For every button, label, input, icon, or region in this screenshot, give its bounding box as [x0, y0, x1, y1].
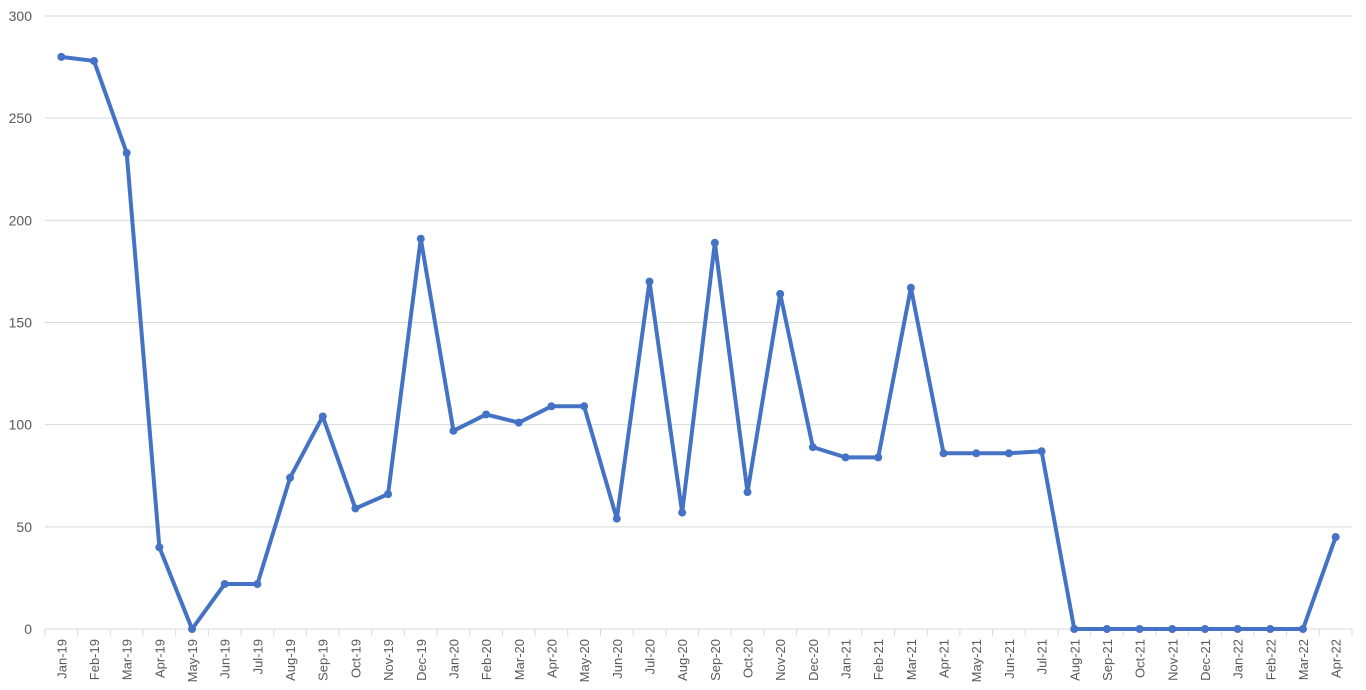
y-tick-label: 300 — [9, 8, 33, 24]
data-points-layer — [57, 52, 1340, 633]
x-tick-label: Apr-21 — [937, 639, 952, 678]
series-line-0 — [59, 54, 1338, 631]
data-point-Jun-19 — [220, 580, 229, 589]
x-tick-label: Jun-19 — [218, 639, 233, 679]
data-point-Mar-20 — [514, 418, 523, 427]
x-tick-label: Feb-21 — [871, 639, 886, 680]
data-point-Sep-20 — [710, 238, 719, 247]
data-point-Jan-22 — [1233, 625, 1242, 633]
x-tick-label: Sep-19 — [316, 639, 331, 681]
data-point-Apr-21 — [939, 449, 948, 458]
data-point-Jun-20 — [612, 514, 621, 523]
x-tick-label: Apr-22 — [1329, 639, 1344, 678]
x-tick-label: Mar-21 — [904, 639, 919, 680]
x-tick-label: Oct-19 — [348, 639, 363, 678]
x-tick-label: Dec-20 — [806, 639, 821, 681]
data-point-Oct-19 — [351, 504, 360, 513]
y-tick-label: 200 — [9, 212, 33, 228]
data-point-Jan-20 — [449, 426, 458, 435]
x-tick-label: Nov-19 — [381, 639, 396, 681]
data-point-Aug-19 — [286, 473, 295, 482]
y-tick-label: 50 — [16, 519, 32, 535]
x-tick-label: Sep-21 — [1100, 639, 1115, 681]
x-tick-label: Feb-20 — [479, 639, 494, 680]
y-tick-label: 250 — [9, 110, 33, 126]
x-tick-label: Jul-20 — [642, 639, 657, 674]
data-point-May-21 — [972, 449, 981, 458]
data-point-Sep-19 — [318, 412, 327, 421]
data-point-Nov-21 — [1168, 625, 1177, 633]
data-point-Apr-20 — [547, 402, 556, 411]
x-tick-label: Mar-20 — [512, 639, 527, 680]
x-tick-label: Dec-21 — [1198, 639, 1213, 681]
x-tick-label: May-20 — [577, 639, 592, 682]
data-point-Jan-21 — [841, 453, 850, 462]
x-tick-label: Jan-20 — [446, 639, 461, 679]
x-tick-label: Sep-20 — [708, 639, 723, 681]
y-axis-ticks: 0 50 100 150 200 250 300 — [9, 8, 33, 637]
data-point-Oct-20 — [743, 488, 752, 497]
y-tick-label: 100 — [9, 417, 33, 433]
x-tick-label: Aug-21 — [1067, 639, 1082, 681]
x-tick-label: Jul-21 — [1035, 639, 1050, 674]
x-tick-label: Feb-22 — [1263, 639, 1278, 680]
x-tick-label: Oct-21 — [1133, 639, 1148, 678]
data-point-Jan-19 — [57, 52, 66, 61]
x-tick-label: Apr-19 — [152, 639, 167, 678]
x-tick-label: Mar-19 — [120, 639, 135, 680]
x-tick-label: Mar-22 — [1296, 639, 1311, 680]
x-tick-label: Jan-21 — [839, 639, 854, 679]
data-point-Apr-22 — [1331, 533, 1340, 542]
data-point-Mar-21 — [906, 283, 915, 292]
data-point-Dec-20 — [808, 443, 817, 452]
x-tick-label: Dec-19 — [414, 639, 429, 681]
data-point-Sep-21 — [1102, 625, 1111, 633]
x-tick-label: Nov-21 — [1165, 639, 1180, 681]
data-point-Feb-19 — [90, 56, 99, 65]
data-point-Nov-20 — [776, 289, 785, 298]
data-point-Jul-19 — [253, 580, 262, 589]
data-point-Aug-21 — [1070, 625, 1079, 633]
data-point-Dec-19 — [416, 234, 425, 243]
x-axis-ticks: Jan-19 Feb-19 Mar-19 Apr-19 May-19 Jun-19 Jul-… — [54, 639, 1343, 682]
x-tick-label: Oct-20 — [741, 639, 756, 678]
data-point-Dec-21 — [1200, 625, 1209, 633]
y-tick-label: 0 — [24, 621, 32, 637]
x-tick-label: Apr-20 — [544, 639, 559, 678]
gridlines — [45, 15, 1352, 528]
y-tick-label: 150 — [9, 315, 33, 331]
data-point-Feb-21 — [874, 453, 883, 462]
x-tick-label: Aug-19 — [283, 639, 298, 681]
data-point-Oct-21 — [1135, 625, 1144, 633]
data-point-May-19 — [188, 625, 197, 633]
data-point-Aug-20 — [678, 508, 687, 517]
data-point-Jul-21 — [1037, 447, 1046, 456]
data-point-Jul-20 — [645, 277, 654, 286]
data-point-Feb-20 — [482, 410, 491, 419]
data-point-Mar-19 — [122, 148, 131, 157]
x-tick-label: Nov-20 — [773, 639, 788, 681]
data-point-Feb-22 — [1266, 625, 1275, 633]
data-point-Apr-19 — [155, 543, 164, 552]
data-point-Nov-19 — [384, 490, 393, 499]
x-tick-label: Jun-21 — [1002, 639, 1017, 679]
series-layer — [59, 54, 1338, 631]
x-tick-label: Jul-19 — [250, 639, 265, 674]
x-tick-label: Aug-20 — [675, 639, 690, 681]
data-point-May-20 — [580, 402, 589, 411]
data-point-Mar-22 — [1298, 625, 1307, 633]
x-tick-label: Jun-20 — [610, 639, 625, 679]
x-tick-label: May-21 — [969, 639, 984, 682]
x-tick-label: May-19 — [185, 639, 200, 682]
data-point-Jun-21 — [1004, 449, 1013, 458]
x-tick-label: Feb-19 — [87, 639, 102, 680]
x-tick-label: Jan-19 — [54, 639, 69, 679]
x-tick-label: Jan-22 — [1231, 639, 1246, 679]
